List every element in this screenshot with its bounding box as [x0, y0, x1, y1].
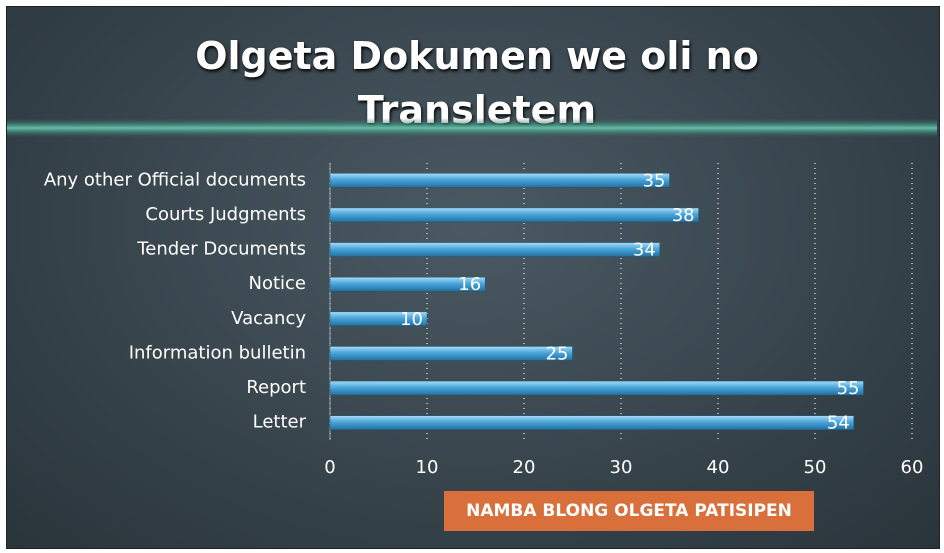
data-label: 10 [400, 309, 423, 330]
x-axis-label: NAMBA BLONG OLGETA PATISIPEN [444, 491, 814, 531]
y-tick-label: Any other Official documents [44, 169, 306, 190]
bar [329, 311, 428, 327]
y-tick-label: Courts Judgments [145, 204, 306, 225]
y-tick-label: Notice [248, 273, 306, 294]
bar [329, 276, 486, 292]
data-label: 55 [837, 378, 860, 399]
y-tick-label: Tender Documents [136, 239, 306, 260]
y-tick-label: Report [246, 377, 306, 398]
x-tick-label: 20 [513, 457, 536, 478]
data-label: 16 [458, 274, 481, 295]
data-label: 35 [643, 170, 666, 191]
y-tick-label: Letter [253, 412, 307, 433]
divider [7, 118, 937, 138]
y-tick-label: Information bulletin [129, 342, 306, 363]
bar [329, 380, 864, 396]
x-tick-label: 0 [324, 457, 335, 478]
x-tick-label: 60 [901, 457, 924, 478]
bar [329, 173, 670, 188]
data-label: 54 [827, 413, 850, 434]
bar [329, 242, 661, 257]
data-label: 38 [672, 205, 695, 226]
data-label: 34 [633, 240, 656, 261]
x-tick-label: 40 [707, 457, 730, 478]
bar [329, 207, 699, 223]
data-label: 25 [546, 343, 569, 364]
x-tick-label: 50 [804, 457, 827, 478]
chart-background: Olgeta Dokumen we oli no Transletem NAMB… [6, 6, 940, 549]
x-tick-label: 10 [416, 457, 439, 478]
x-tick-label: 30 [610, 457, 633, 478]
bar [329, 346, 573, 361]
y-tick-label: Vacancy [231, 308, 306, 329]
bar [329, 415, 855, 430]
